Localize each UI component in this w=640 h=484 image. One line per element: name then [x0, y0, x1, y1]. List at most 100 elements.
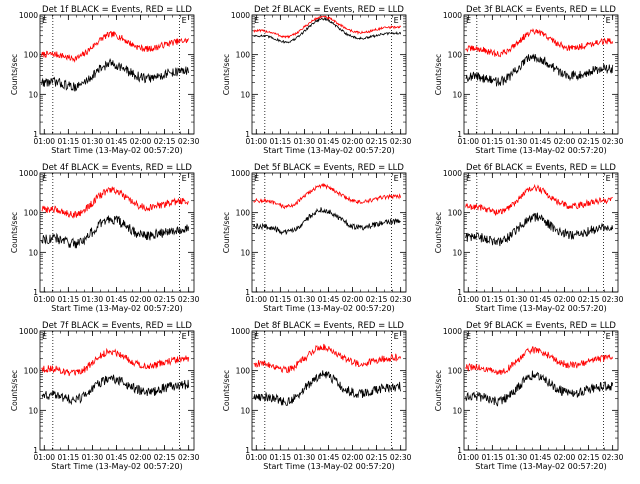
- x-tick-label: 01:30: [82, 137, 104, 146]
- plot-frame: [251, 330, 407, 451]
- y-tick-label: 1: [457, 288, 462, 297]
- x-tick-label: 02:15: [154, 453, 176, 462]
- x-tick-label: 02:15: [366, 137, 388, 146]
- y-tick-label: 100: [448, 209, 463, 218]
- chart-title: Det 7f BLACK = Events, RED = LLD: [42, 321, 192, 331]
- y-axis-label: Counts/sec: [434, 212, 443, 253]
- x-tick-label: 01:00: [33, 137, 55, 146]
- y-tick-label: 1: [245, 288, 250, 297]
- y-tick-label: 10: [240, 90, 250, 99]
- lld-rate-series: [253, 15, 402, 39]
- corner-marker-left: E: [466, 174, 471, 183]
- x-tick-label: 01:15: [270, 295, 292, 304]
- lld-rate-series: [465, 28, 614, 58]
- corner-marker-right: E: [394, 174, 399, 183]
- x-tick-label: 01:15: [482, 137, 504, 146]
- lld-rate-series: [253, 343, 402, 374]
- events-rate-series: [253, 17, 402, 44]
- plot-frame: [39, 172, 195, 293]
- x-tick-label: 01:00: [457, 295, 479, 304]
- chart-panel-1: Det 1f BLACK = Events, RED = LLD 1 10 100 10…: [10, 5, 200, 155]
- y-tick-label: 10: [28, 90, 38, 99]
- x-tick-label: 02:00: [342, 453, 364, 462]
- chart-title: Det 2f BLACK = Events, RED = LLD: [254, 5, 404, 15]
- corner-marker-left: E: [254, 332, 259, 341]
- x-tick-label: 02:30: [390, 137, 412, 146]
- x-tick-label: 01:00: [33, 295, 55, 304]
- x-tick-label: 02:15: [154, 137, 176, 146]
- x-tick-label: 02:00: [130, 295, 152, 304]
- corner-marker-left: E: [466, 332, 471, 341]
- corner-marker-right: E: [182, 174, 187, 183]
- x-axis-label: Start Time (13-May-02 00:57:20): [263, 146, 394, 155]
- x-tick-label: 02:00: [130, 453, 152, 462]
- x-tick-label: 01:45: [318, 137, 340, 146]
- y-axis-label: Counts/sec: [222, 370, 231, 411]
- x-axis-label: Start Time (13-May-02 00:57:20): [475, 462, 606, 471]
- y-tick-label: 100: [236, 209, 251, 218]
- y-axis-label: Counts/sec: [10, 212, 19, 253]
- x-tick-label: 02:00: [554, 453, 576, 462]
- plot-frame: [463, 330, 619, 451]
- y-tick-label: 1000: [443, 327, 462, 336]
- y-tick-label: 10: [452, 406, 462, 415]
- y-tick-label: 1: [457, 130, 462, 139]
- x-tick-label: 02:00: [130, 137, 152, 146]
- x-tick-label: 02:00: [554, 137, 576, 146]
- x-tick-label: 01:00: [245, 295, 267, 304]
- x-tick-label: 02:00: [342, 137, 364, 146]
- corner-marker-right: E: [394, 332, 399, 341]
- y-tick-label: 1: [245, 446, 250, 455]
- x-tick-label: 02:00: [342, 295, 364, 304]
- corner-marker-right: E: [182, 332, 187, 341]
- corner-marker-left: E: [254, 16, 259, 25]
- chart-title: Det 6f BLACK = Events, RED = LLD: [466, 163, 616, 173]
- corner-marker-left: E: [254, 174, 259, 183]
- x-tick-label: 01:15: [270, 137, 292, 146]
- x-tick-label: 02:30: [390, 295, 412, 304]
- x-tick-label: 01:45: [530, 453, 552, 462]
- x-tick-label: 01:30: [506, 453, 528, 462]
- x-tick-label: 02:30: [390, 453, 412, 462]
- chart-title: Det 9f BLACK = Events, RED = LLD: [466, 321, 616, 331]
- x-tick-label: 01:00: [457, 453, 479, 462]
- corner-marker-right: E: [606, 16, 611, 25]
- y-axis-label: Counts/sec: [434, 370, 443, 411]
- chart-title: Det 8f BLACK = Events, RED = LLD: [254, 321, 404, 331]
- chart-panel-4: Det 4f BLACK = Events, RED = LLD 1 10 100 10…: [10, 163, 200, 313]
- y-tick-label: 1: [245, 130, 250, 139]
- lld-rate-series: [41, 30, 190, 63]
- chart-panel-2: Det 2f BLACK = Events, RED = LLD 1 10 100 10…: [222, 5, 412, 155]
- y-tick-label: 10: [452, 90, 462, 99]
- x-axis-label: Start Time (13-May-02 00:57:20): [263, 462, 394, 471]
- plot-frame: [251, 172, 407, 293]
- events-rate-series: [41, 374, 190, 406]
- x-axis-label: Start Time (13-May-02 00:57:20): [51, 146, 182, 155]
- y-axis-label: Counts/sec: [10, 54, 19, 95]
- x-tick-label: 01:30: [82, 453, 104, 462]
- lld-rate-series: [41, 186, 190, 219]
- y-tick-label: 100: [236, 51, 251, 60]
- events-rate-series: [41, 215, 190, 249]
- y-tick-label: 100: [24, 51, 39, 60]
- events-rate-series: [465, 370, 614, 407]
- y-tick-label: 10: [28, 406, 38, 415]
- chart-panel-7: Det 7f BLACK = Events, RED = LLD 1 10 100 10…: [10, 321, 200, 471]
- x-tick-label: 01:00: [245, 453, 267, 462]
- x-tick-label: 01:45: [318, 453, 340, 462]
- y-tick-label: 1000: [231, 11, 250, 20]
- y-axis-label: Counts/sec: [222, 212, 231, 253]
- plot-frame: [463, 172, 619, 293]
- events-rate-series: [253, 370, 402, 406]
- lld-rate-series: [41, 347, 190, 377]
- x-tick-label: 01:45: [318, 295, 340, 304]
- x-axis-label: Start Time (13-May-02 00:57:20): [51, 304, 182, 313]
- x-axis-label: Start Time (13-May-02 00:57:20): [475, 146, 606, 155]
- chart-title: Det 3f BLACK = Events, RED = LLD: [466, 5, 616, 15]
- x-tick-label: 02:15: [578, 453, 600, 462]
- x-tick-label: 01:30: [294, 453, 316, 462]
- x-tick-label: 02:15: [154, 295, 176, 304]
- x-tick-label: 02:30: [178, 137, 200, 146]
- chart-panel-5: Det 5f BLACK = Events, RED = LLD 1 10 100 10…: [222, 163, 412, 313]
